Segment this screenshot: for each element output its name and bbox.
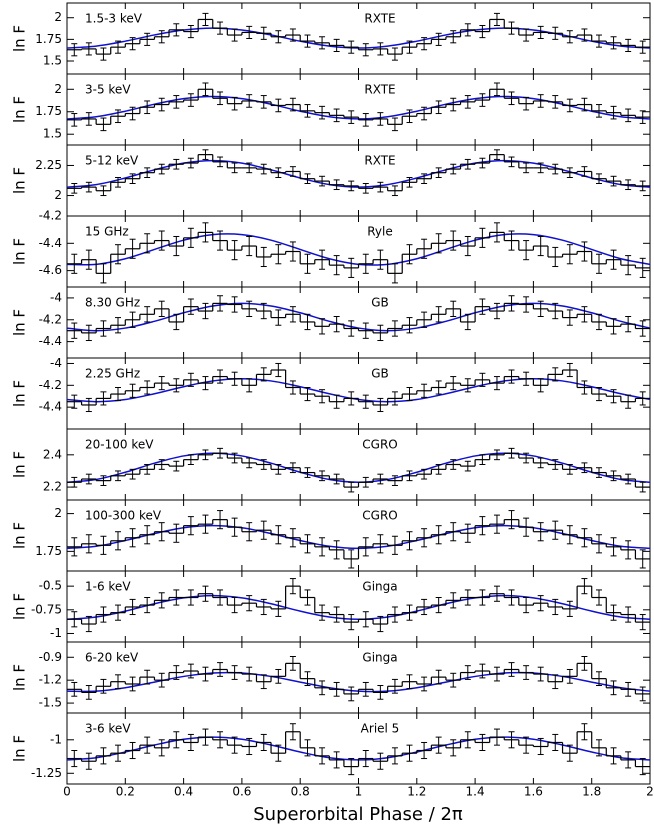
band-label: 3-6 keV bbox=[85, 722, 131, 736]
y-tick-label: -0.75 bbox=[31, 602, 62, 616]
x-axis-label: Superorbital Phase / 2π bbox=[253, 804, 463, 825]
y-axis-label: ln F bbox=[11, 522, 29, 549]
y-axis-label: ln F bbox=[11, 380, 29, 407]
x-tick-label: 1.2 bbox=[407, 785, 426, 799]
x-tick-label: 1.8 bbox=[582, 785, 601, 799]
band-label: 2.25 GHz bbox=[85, 367, 140, 381]
y-tick-label: -0.5 bbox=[39, 579, 62, 593]
y-tick-label: -0.9 bbox=[39, 650, 62, 664]
instrument-label: GB bbox=[371, 367, 389, 381]
y-tick-label: -4.2 bbox=[39, 209, 62, 223]
y-tick-label: 2.2 bbox=[43, 480, 62, 494]
y-axis-label: ln F bbox=[11, 451, 29, 478]
y-tick-label: 1.5 bbox=[43, 54, 62, 68]
y-tick-label: -4 bbox=[50, 356, 62, 370]
x-tick-label: 0.4 bbox=[174, 785, 193, 799]
y-tick-label: 1.75 bbox=[35, 544, 62, 558]
band-label: 15 GHz bbox=[85, 225, 129, 239]
instrument-label: CGRO bbox=[362, 438, 397, 452]
y-tick-label: 2 bbox=[54, 188, 62, 202]
band-label: 1.5-3 keV bbox=[85, 12, 143, 26]
instrument-label: Ginga bbox=[362, 651, 397, 665]
x-tick-label: 0.8 bbox=[291, 785, 310, 799]
y-tick-label: -4.4 bbox=[39, 400, 62, 414]
y-axis-label: ln F bbox=[11, 96, 29, 123]
y-tick-label: -1 bbox=[50, 626, 62, 640]
y-tick-label: -1 bbox=[50, 732, 62, 746]
x-tick-label: 1.4 bbox=[466, 785, 485, 799]
y-tick-label: -4.2 bbox=[39, 312, 62, 326]
band-label: 5-12 keV bbox=[85, 154, 139, 168]
panel-frame bbox=[66, 73, 651, 146]
y-axis-label: ln F bbox=[11, 25, 29, 52]
y-tick-label: -4.6 bbox=[39, 263, 62, 277]
instrument-label: RXTE bbox=[364, 12, 395, 26]
y-tick-label: 1.75 bbox=[35, 104, 62, 118]
instrument-label: Ariel 5 bbox=[361, 722, 400, 736]
band-label: 8.30 GHz bbox=[85, 296, 140, 310]
instrument-label: CGRO bbox=[362, 509, 397, 523]
instrument-label: RXTE bbox=[364, 83, 395, 97]
panel-frame bbox=[66, 144, 651, 217]
y-axis-label: ln F bbox=[11, 238, 29, 265]
instrument-label: GB bbox=[371, 296, 389, 310]
band-label: 6-20 keV bbox=[85, 651, 139, 665]
instrument-label: RXTE bbox=[364, 154, 395, 168]
y-axis-label: ln F bbox=[11, 735, 29, 762]
y-tick-label: 2 bbox=[54, 82, 62, 96]
y-tick-label: -4.4 bbox=[39, 236, 62, 250]
y-tick-label: 2 bbox=[54, 506, 62, 520]
fit-curve bbox=[66, 159, 651, 188]
y-axis-label: ln F bbox=[11, 664, 29, 691]
x-tick-label: 0 bbox=[63, 785, 71, 799]
y-axis-label: ln F bbox=[11, 309, 29, 336]
y-tick-label: -1.25 bbox=[31, 766, 62, 780]
band-label: 1-6 keV bbox=[85, 580, 131, 594]
fit-curve bbox=[66, 524, 651, 550]
band-label: 100-300 keV bbox=[85, 509, 162, 523]
y-tick-label: -1.2 bbox=[39, 673, 62, 687]
y-axis-label: ln F bbox=[11, 593, 29, 620]
y-tick-label: 2.4 bbox=[43, 447, 62, 461]
fit-curve bbox=[66, 233, 651, 266]
y-tick-label: -1.5 bbox=[39, 696, 62, 710]
x-tick-label: 0.2 bbox=[116, 785, 135, 799]
y-tick-label: 1.75 bbox=[35, 32, 62, 46]
band-label: 3-5 keV bbox=[85, 83, 131, 97]
y-tick-label: -4 bbox=[50, 290, 62, 304]
instrument-label: Ginga bbox=[362, 580, 397, 594]
y-tick-label: 1.5 bbox=[43, 127, 62, 141]
x-tick-label: 0.6 bbox=[232, 785, 251, 799]
y-tick-label: -4.2 bbox=[39, 378, 62, 392]
x-tick-label: 1 bbox=[355, 785, 363, 799]
band-label: 20-100 keV bbox=[85, 438, 154, 452]
y-tick-label: 2.25 bbox=[35, 158, 62, 172]
x-tick-label: 2 bbox=[646, 785, 654, 799]
y-tick-label: -4.4 bbox=[39, 334, 62, 348]
x-tick-label: 1.6 bbox=[524, 785, 543, 799]
panel-frame bbox=[66, 215, 651, 288]
panel-frame bbox=[66, 286, 651, 359]
instrument-label: Ryle bbox=[367, 225, 393, 239]
y-axis-label: ln F bbox=[11, 167, 29, 194]
y-tick-label: 2 bbox=[54, 10, 62, 24]
